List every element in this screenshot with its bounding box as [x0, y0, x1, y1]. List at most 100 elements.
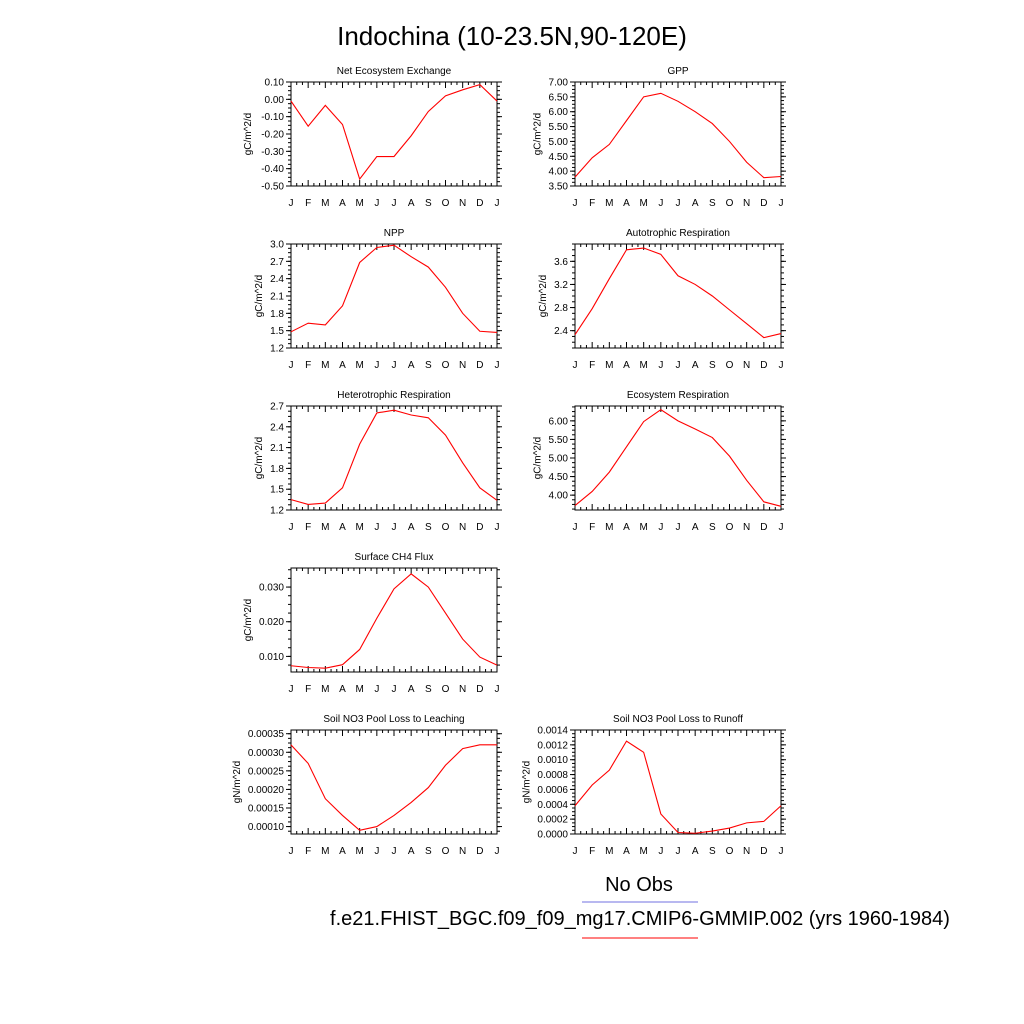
y-tick-label: 6.50: [549, 92, 569, 103]
x-tick-label: A: [692, 846, 699, 857]
x-tick-label: M: [639, 846, 647, 857]
x-tick-label: A: [408, 360, 415, 371]
y-axis-label: gC/m^2/d: [243, 113, 254, 156]
x-tick-label: A: [339, 360, 346, 371]
x-tick-label: J: [676, 198, 681, 209]
x-tick-label: M: [355, 846, 363, 857]
x-tick-label: N: [459, 522, 466, 533]
y-axis-label: gN/m^2/d: [521, 761, 532, 804]
x-tick-label: J: [374, 684, 379, 695]
plot-frame: [574, 243, 782, 349]
y-axis-label: gC/m^2/d: [533, 437, 544, 480]
y-tick-label: -0.10: [261, 112, 284, 123]
x-tick-label: J: [374, 846, 379, 857]
plot-frame: [290, 729, 498, 835]
y-tick-label: 1.8: [270, 464, 284, 475]
x-tick-label: J: [495, 684, 500, 695]
y-tick-label: 0.0002: [537, 815, 568, 826]
x-tick-label: M: [639, 198, 647, 209]
x-tick-label: D: [760, 198, 767, 209]
y-axis-label: gN/m^2/d: [232, 761, 243, 804]
x-tick-label: J: [779, 360, 784, 371]
x-tick-label: F: [305, 846, 311, 857]
y-tick-label: 4.50: [549, 152, 569, 163]
legend: No Obs f.e21.FHIST_BGC.f09_f09_mg17.CMIP…: [330, 874, 950, 939]
x-tick-label: D: [476, 846, 483, 857]
x-tick-label: J: [676, 846, 681, 857]
y-tick-label: 0.00025: [248, 766, 285, 777]
x-tick-label: F: [589, 198, 595, 209]
x-tick-label: A: [692, 522, 699, 533]
x-tick-label: D: [760, 846, 767, 857]
y-tick-label: -0.40: [261, 164, 284, 175]
y-tick-label: 0.00020: [248, 785, 285, 796]
x-tick-label: N: [459, 360, 466, 371]
y-tick-label: 0.00030: [248, 748, 285, 759]
x-tick-label: N: [743, 360, 750, 371]
y-tick-label: 7.00: [549, 78, 569, 89]
y-tick-label: 0.0006: [537, 785, 568, 796]
x-tick-label: J: [289, 846, 294, 857]
panel-title: Autotrophic Respiration: [626, 228, 730, 239]
y-tick-label: 1.5: [270, 485, 284, 496]
x-tick-label: O: [442, 360, 450, 371]
y-tick-label: 2.4: [270, 274, 284, 285]
panel-title: Net Ecosystem Exchange: [337, 66, 452, 77]
plot-frame: [574, 405, 782, 511]
y-tick-label: 2.8: [554, 303, 568, 314]
series-line: [290, 83, 498, 181]
series-line: [290, 409, 498, 506]
x-tick-label: O: [726, 198, 734, 209]
x-tick-label: D: [476, 360, 483, 371]
x-tick-label: J: [495, 360, 500, 371]
x-tick-label: F: [305, 684, 311, 695]
x-tick-label: J: [573, 846, 578, 857]
x-tick-label: M: [355, 360, 363, 371]
y-tick-label: 3.50: [549, 182, 569, 193]
x-tick-label: M: [639, 360, 647, 371]
x-tick-label: M: [355, 684, 363, 695]
x-tick-label: J: [495, 522, 500, 533]
x-tick-label: M: [355, 198, 363, 209]
panel-title: Heterotrophic Respiration: [337, 390, 450, 401]
y-tick-label: 4.50: [549, 472, 569, 483]
x-tick-label: A: [339, 684, 346, 695]
y-tick-label: 3.0: [270, 240, 284, 251]
y-tick-label: 5.00: [549, 454, 569, 465]
y-tick-label: 1.2: [270, 506, 284, 517]
series-line: [574, 409, 782, 507]
x-tick-label: N: [743, 846, 750, 857]
series-line: [574, 740, 782, 834]
y-tick-label: 2.7: [270, 402, 284, 413]
x-tick-label: D: [476, 522, 483, 533]
figure-title: Indochina (10-23.5N,90-120E): [337, 21, 687, 51]
x-tick-label: N: [743, 522, 750, 533]
series-line: [574, 92, 782, 179]
x-tick-label: F: [589, 360, 595, 371]
x-tick-label: J: [676, 522, 681, 533]
x-tick-label: M: [321, 198, 329, 209]
plot-frame: [574, 729, 782, 835]
series-line: [290, 744, 497, 831]
y-tick-label: -0.50: [261, 182, 284, 193]
x-tick-label: A: [339, 522, 346, 533]
x-tick-label: O: [726, 846, 734, 857]
y-tick-label: 2.1: [270, 292, 284, 303]
x-tick-label: J: [392, 522, 397, 533]
y-tick-label: 0.0008: [537, 770, 568, 781]
y-tick-label: 2.4: [554, 326, 568, 337]
y-tick-label: 2.4: [270, 422, 284, 433]
x-tick-label: J: [676, 360, 681, 371]
y-axis-label: gC/m^2/d: [254, 275, 265, 318]
x-tick-label: S: [709, 846, 716, 857]
x-tick-label: J: [392, 846, 397, 857]
x-tick-label: J: [289, 198, 294, 209]
x-tick-label: N: [459, 198, 466, 209]
x-tick-label: M: [605, 198, 613, 209]
y-tick-label: 0.00035: [248, 729, 285, 740]
x-tick-label: J: [289, 360, 294, 371]
x-tick-label: J: [392, 360, 397, 371]
